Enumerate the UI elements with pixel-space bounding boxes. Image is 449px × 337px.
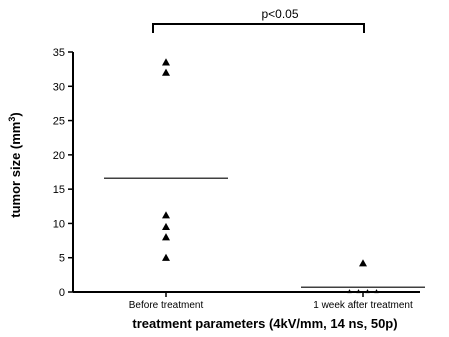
y-axis-title-close: ) <box>8 112 23 116</box>
data-point <box>162 211 170 219</box>
x-categories: Before treatment 1 week after treatment <box>129 292 413 311</box>
data-point <box>162 222 170 231</box>
y-tick-label: 15 <box>53 184 65 196</box>
axes <box>72 52 420 293</box>
y-tick-label: 20 <box>53 150 65 162</box>
data-point <box>365 289 370 294</box>
data-point <box>347 289 352 294</box>
data-point <box>359 259 367 267</box>
significance-bracket: p<0.05 <box>152 7 365 33</box>
bracket-line <box>152 23 365 33</box>
data-point <box>356 289 361 294</box>
y-tick-label: 0 <box>59 287 65 299</box>
y-tick-label: 5 <box>59 253 65 265</box>
y-tick-label: 35 <box>53 47 65 59</box>
data-point <box>162 233 170 241</box>
significance-label: p<0.05 <box>261 7 298 21</box>
y-axis-title-superscript: 3 <box>7 117 17 122</box>
y-axis-title-main: tumor size (mm <box>8 122 23 218</box>
data-marks <box>104 58 425 294</box>
data-point <box>162 253 170 261</box>
x-category-label: Before treatment <box>129 300 204 311</box>
y-tick-label: 10 <box>53 218 65 230</box>
data-point <box>162 68 170 76</box>
x-category-label: 1 week after treatment <box>313 300 413 311</box>
y-tick-label: 30 <box>53 81 65 93</box>
y-ticks: 0 5 10 15 20 25 30 35 <box>53 47 73 299</box>
x-axis-title: treatment parameters (4kV/mm, 14 ns, 50p… <box>132 316 397 331</box>
data-point <box>374 289 379 294</box>
data-point <box>162 58 170 66</box>
y-tick-label: 25 <box>53 116 65 128</box>
y-axis-title: tumor size (mm3) <box>7 112 23 217</box>
